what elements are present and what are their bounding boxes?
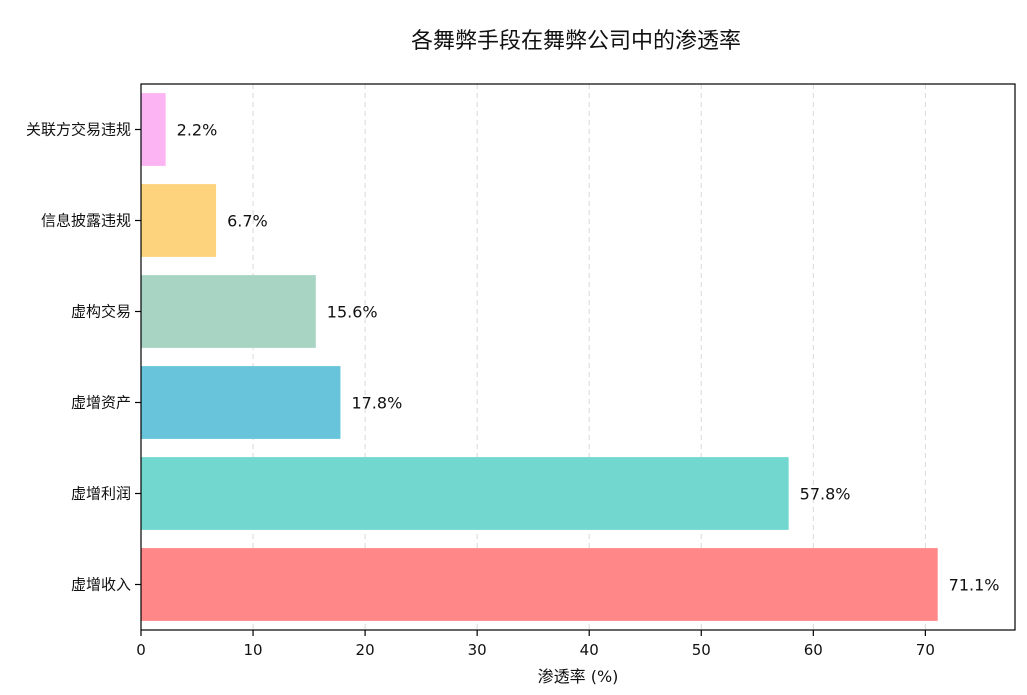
chart-title: 各舞弊手段在舞弊公司中的渗透率 (411, 29, 741, 54)
bars (141, 93, 938, 621)
plot-frame (140, 83, 1016, 631)
x-tick-label-10: 10 (244, 641, 263, 659)
x-tick-label-50: 50 (692, 641, 711, 659)
bar-value-labels: 71.1% 57.8% 17.8% 15.6% 6.7% 2.2% (177, 121, 1000, 595)
value-label-5: 2.2% (177, 121, 218, 140)
category-label-4: 信息披露违规 (41, 212, 131, 230)
value-label-4: 6.7% (227, 212, 268, 231)
x-axis-title: 渗透率 (%) (538, 667, 619, 686)
x-tick-label-20: 20 (356, 641, 375, 659)
value-label-3: 15.6% (327, 303, 378, 322)
bar-5 (141, 93, 166, 166)
x-tick-label-0: 0 (136, 641, 146, 659)
category-label-3: 虚构交易 (71, 303, 131, 321)
bar-1 (141, 457, 789, 530)
bar-3 (141, 275, 316, 348)
x-tick-label-70: 70 (916, 641, 935, 659)
bar-0 (141, 548, 938, 621)
category-label-0: 虚增收入 (71, 576, 131, 594)
bar-4 (141, 184, 217, 257)
category-label-1: 虚增利润 (71, 485, 131, 503)
y-axis-category-labels: 虚增收入 虚增利润 虚增资产 虚构交易 信息披露违规 关联方交易违规 (26, 121, 131, 594)
grid-lines (252, 84, 926, 630)
value-label-0: 71.1% (949, 576, 1000, 595)
x-tick-label-40: 40 (580, 641, 599, 659)
bar-2 (141, 366, 341, 439)
x-tick-label-30: 30 (468, 641, 487, 659)
value-label-2: 17.8% (351, 394, 402, 413)
value-label-1: 57.8% (800, 485, 851, 504)
category-label-5: 关联方交易违规 (26, 121, 131, 139)
x-axis-ticks: 0 10 20 30 40 50 60 70 (135, 128, 935, 659)
x-tick-label-60: 60 (804, 641, 823, 659)
category-label-2: 虚增资产 (71, 394, 131, 412)
